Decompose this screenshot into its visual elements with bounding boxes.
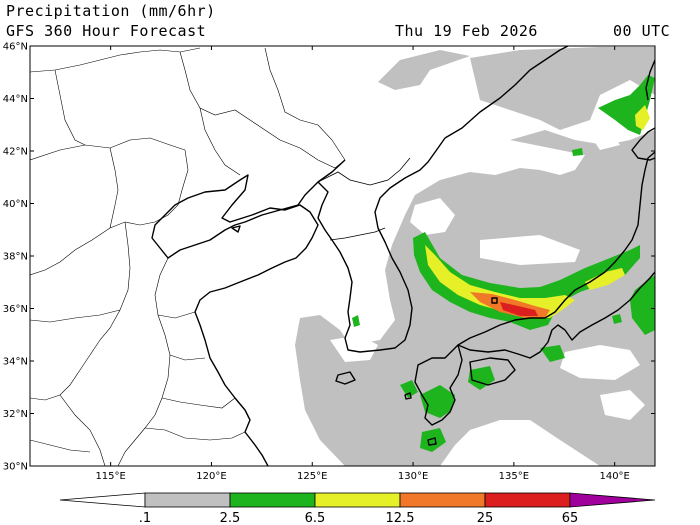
korea-border <box>317 157 411 241</box>
lon-tick-label: 125°E <box>297 471 327 482</box>
lon-tick-label: 120°E <box>196 471 226 482</box>
valid-date-label: Thu 19 Feb 2026 <box>395 22 538 40</box>
variable-title: Precipitation (mm/6hr) <box>6 2 216 20</box>
lat-tick-label: 30°N <box>3 462 28 473</box>
lat-tick-label: 36°N <box>3 304 28 315</box>
colorbar-level-label: 25 <box>477 511 494 525</box>
colorbar-segment <box>229 492 316 508</box>
lat-tick-label: 38°N <box>3 252 28 263</box>
colorbar-segment <box>399 492 486 508</box>
precip-red-areas <box>500 302 538 316</box>
lat-tick-label: 32°N <box>3 409 28 420</box>
colorbar-segment <box>144 492 231 508</box>
colorbar-level-label: .1 <box>139 511 151 525</box>
axis-ticks: 115°E 120°E 125°E 130°E 135°E 140°E 30°N 32°N 34… <box>3 42 655 482</box>
coastlines <box>151 46 655 466</box>
colorbar-segment <box>484 492 571 508</box>
precip-gaps <box>330 130 645 420</box>
lat-tick-label: 42°N <box>3 147 28 158</box>
lat-tick-label: 34°N <box>3 357 28 368</box>
lon-tick-label: 135°E <box>499 471 529 482</box>
valid-time-label: 00 UTC <box>613 22 671 40</box>
model-forecast-label: GFS 360 Hour Forecast <box>6 22 207 40</box>
colorbar-segment-low <box>59 492 146 508</box>
colorbar-level-label: 6.5 <box>305 511 326 525</box>
colorbar-level-label: 2.5 <box>220 511 241 525</box>
lat-tick-label: 46°N <box>3 42 28 53</box>
lat-tick-label: 40°N <box>3 199 28 210</box>
lon-tick-label: 140°E <box>599 471 629 482</box>
admin-borders <box>30 47 346 466</box>
colorbar: .1 2.5 6.5 12.5 25 65 <box>59 492 656 525</box>
precip-yellow-areas <box>425 105 650 318</box>
colorbar-segment <box>314 492 401 508</box>
lat-tick-label: 44°N <box>3 94 28 105</box>
colorbar-level-label: 12.5 <box>386 511 415 525</box>
lon-tick-label: 115°E <box>95 471 125 482</box>
colorbar-segment-high <box>569 492 656 508</box>
colorbar-level-label: 65 <box>562 511 579 525</box>
precip-green-areas <box>352 75 655 452</box>
lon-tick-label: 130°E <box>398 471 428 482</box>
